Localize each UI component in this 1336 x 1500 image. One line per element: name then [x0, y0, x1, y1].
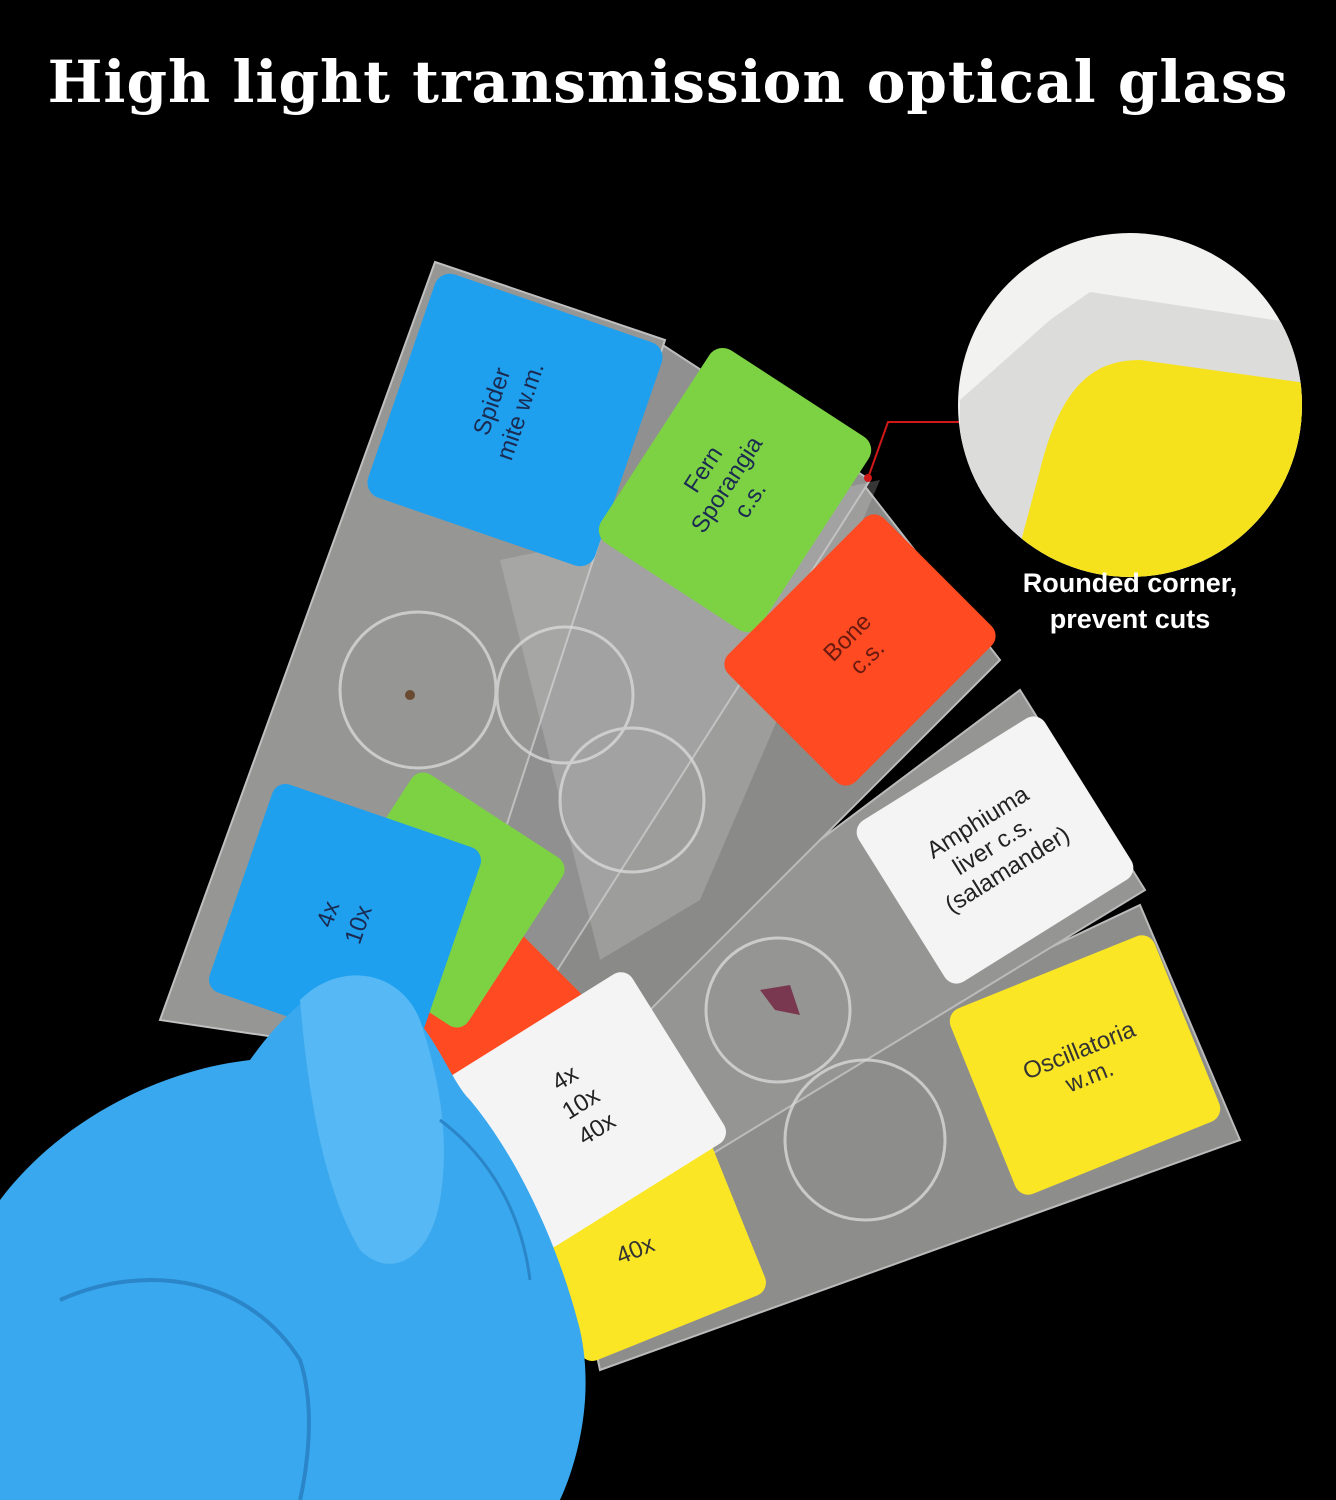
callout-line-2: prevent cuts — [1049, 604, 1211, 634]
label-amphiuma: Amphiuma liver c.s. (salamander) — [856, 716, 1134, 984]
headline: High light transmission optical glass — [47, 48, 1289, 116]
label-spider-mite: Spider mite w.m. — [367, 273, 663, 567]
callout-caption: Rounded corner, prevent cuts — [1000, 565, 1260, 637]
gloved-hand — [0, 975, 586, 1500]
specimen-spider — [405, 690, 415, 700]
label-fern: Fern Sporangia c.s. — [598, 347, 872, 633]
corner-detail-callout — [864, 233, 1302, 577]
label-oscillatoria: Oscillatoria w.m. — [949, 935, 1221, 1195]
specimen-liver — [760, 985, 800, 1015]
cover-slips — [338, 610, 947, 1222]
label-blue-magnification: 4x 10x — [208, 783, 482, 1057]
callout-line-1: Rounded corner, — [1022, 568, 1238, 598]
label-bone: Bone c.s. — [724, 514, 996, 786]
